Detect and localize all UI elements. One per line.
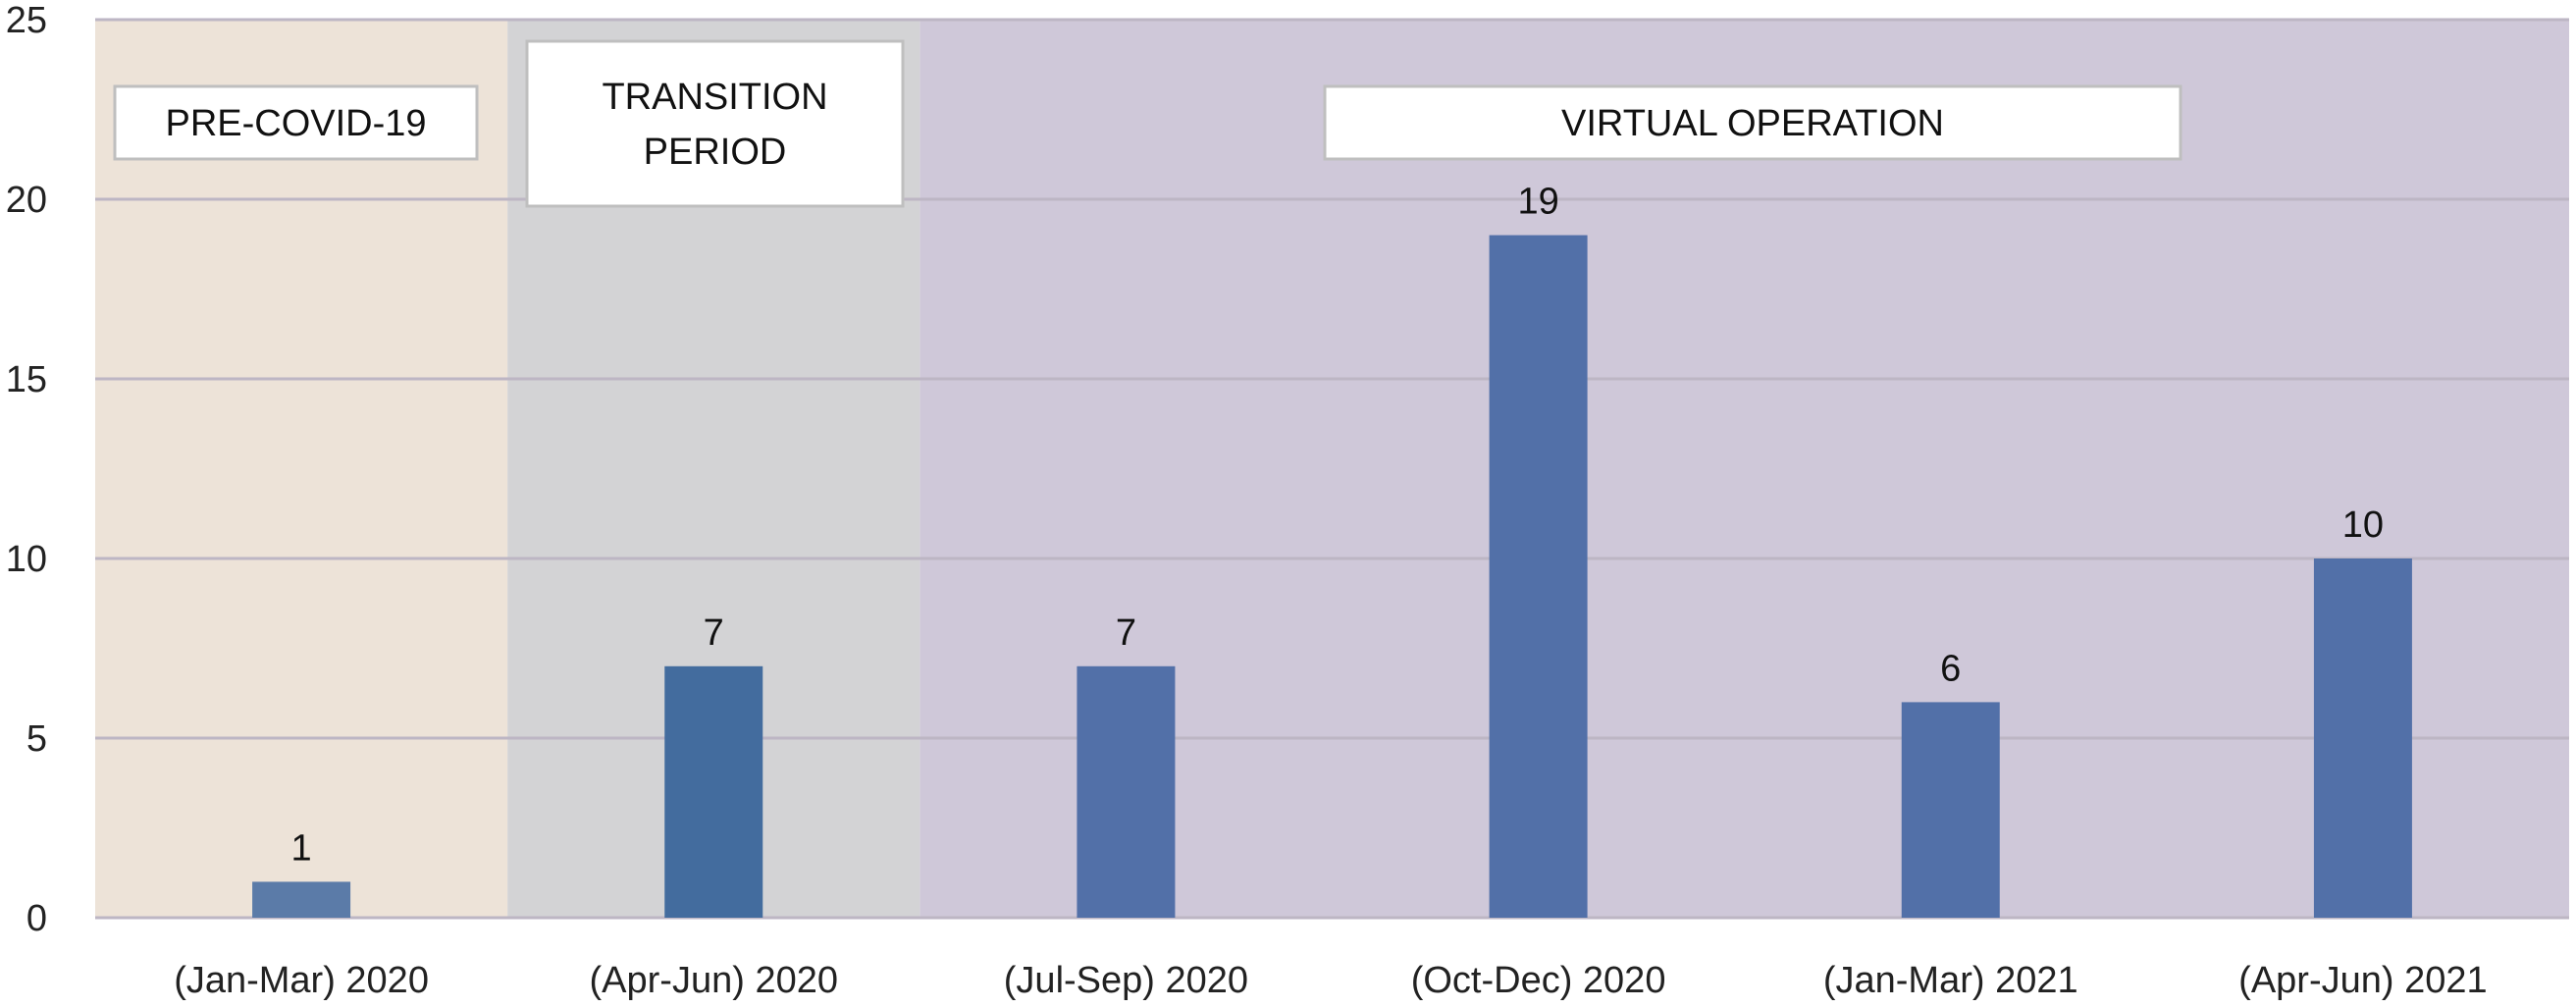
y-tick-label-1: 5	[26, 718, 47, 760]
y-tick-label-5: 25	[6, 0, 47, 41]
period-label-0: PRE-COVID-19	[113, 84, 479, 161]
x-tick-label-2: (Jul-Sep) 2020	[1004, 960, 1248, 1001]
data-labels: 1 7 7 19 6 10	[291, 182, 2385, 870]
x-tick-label-4: (Jan-Mar) 2021	[1823, 960, 2078, 1001]
x-axis-labels: (Jan-Mar) 2020 (Apr-Jun) 2020 (Jul-Sep) 20…	[174, 960, 2487, 1001]
gridlines	[95, 18, 2569, 920]
bar-1	[664, 665, 763, 918]
period-label-1: TRANSITION PERIOD	[525, 39, 905, 208]
data-label-1: 7	[704, 612, 724, 654]
bar-2	[1077, 665, 1176, 918]
x-tick-label-0: (Jan-Mar) 2020	[174, 960, 429, 1001]
bar-5	[2313, 558, 2412, 918]
period-label-box-2	[1323, 84, 2182, 161]
bar-0	[252, 881, 351, 918]
x-tick-label-5: (Apr-Jun) 2021	[2238, 960, 2487, 1001]
data-label-3: 19	[1517, 182, 1558, 223]
y-tick-label-0: 0	[26, 898, 47, 939]
period-label-box-0	[113, 84, 479, 161]
period-label-text-1-0: TRANSITION	[602, 77, 827, 118]
period-band-2	[920, 20, 2570, 918]
data-label-2: 7	[1116, 612, 1136, 654]
y-tick-label-2: 10	[6, 539, 47, 580]
period-labels: PRE-COVID-19 TRANSITION PERIOD VIRTUAL OPER…	[113, 39, 2182, 208]
period-label-text-1-1: PERIOD	[644, 132, 787, 173]
data-label-5: 10	[2342, 504, 2384, 546]
bar-3	[1489, 235, 1588, 919]
bars	[252, 235, 2412, 919]
y-tick-label-4: 20	[6, 180, 47, 221]
period-band-0	[95, 20, 508, 918]
y-axis-ticks: 0 5 10 15 20 25	[6, 0, 47, 939]
data-label-0: 1	[291, 827, 312, 869]
period-label-2: VIRTUAL OPERATION	[1323, 84, 2182, 161]
bar-4	[1901, 702, 2000, 918]
data-label-4: 6	[1940, 648, 1961, 689]
period-label-text-0-0: PRE-COVID-19	[165, 103, 426, 144]
x-tick-label-1: (Apr-Jun) 2020	[590, 960, 838, 1001]
period-label-box-1	[525, 39, 905, 208]
period-label-text-2-0: VIRTUAL OPERATION	[1561, 103, 1944, 144]
x-tick-label-3: (Oct-Dec) 2020	[1411, 960, 1666, 1001]
y-tick-label-3: 15	[6, 359, 47, 400]
